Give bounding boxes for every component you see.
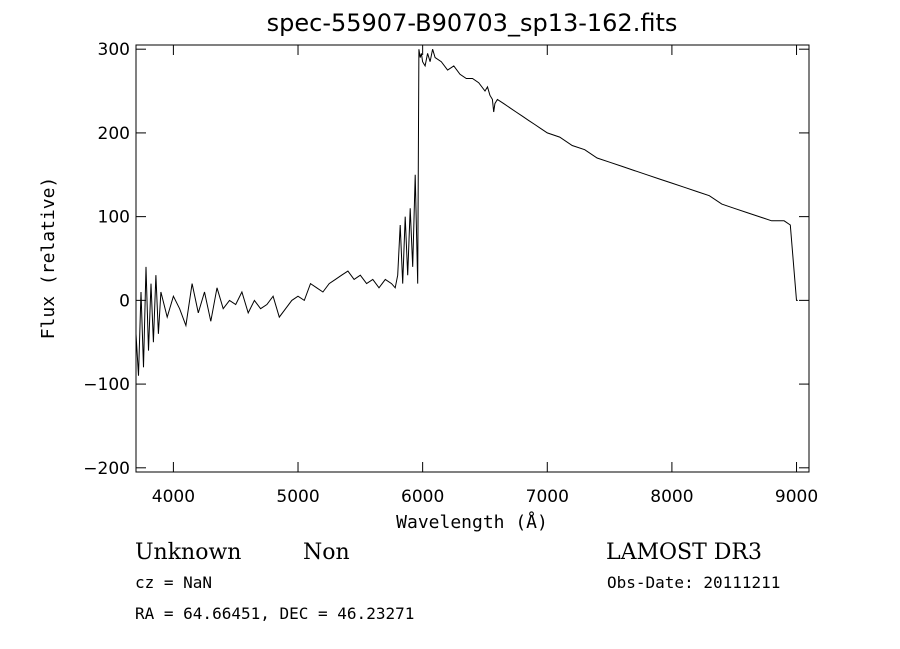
y-tick-label: −200 — [83, 459, 130, 479]
object-subclass: Non — [303, 540, 350, 565]
y-tick-label: 100 — [98, 208, 130, 228]
spectrum-line — [135, 49, 798, 376]
x-tick-label: 8000 — [650, 487, 693, 507]
object-class: Unknown — [135, 540, 241, 565]
y-tick-label: 200 — [98, 124, 130, 144]
plot-frame — [135, 44, 810, 473]
x-axis: 4000 5000 6000 7000 8000 9000 — [152, 45, 818, 507]
x-axis-label: Wavelength (Å) — [396, 511, 548, 533]
y-axis: −200 −100 0 100 200 300 — [83, 40, 809, 479]
x-tick-label: 4000 — [152, 487, 195, 507]
chart-title: spec-55907-B90703_sp13-162.fits — [267, 9, 678, 37]
x-tick-label: 7000 — [526, 487, 569, 507]
survey-label: LAMOST DR3 — [606, 540, 762, 565]
coordinates: RA = 64.66451, DEC = 46.23271 — [135, 604, 414, 623]
y-tick-label: 0 — [119, 291, 130, 311]
x-tick-label: 6000 — [401, 487, 444, 507]
y-tick-label: −100 — [83, 375, 130, 395]
y-axis-label: Flux (relative) — [38, 177, 59, 340]
x-tick-label: 9000 — [775, 487, 818, 507]
cz-value: cz = NaN — [135, 573, 212, 592]
x-tick-label: 5000 — [276, 487, 319, 507]
y-tick-label: 300 — [98, 40, 130, 60]
obs-date: Obs-Date: 20111211 — [607, 573, 780, 592]
